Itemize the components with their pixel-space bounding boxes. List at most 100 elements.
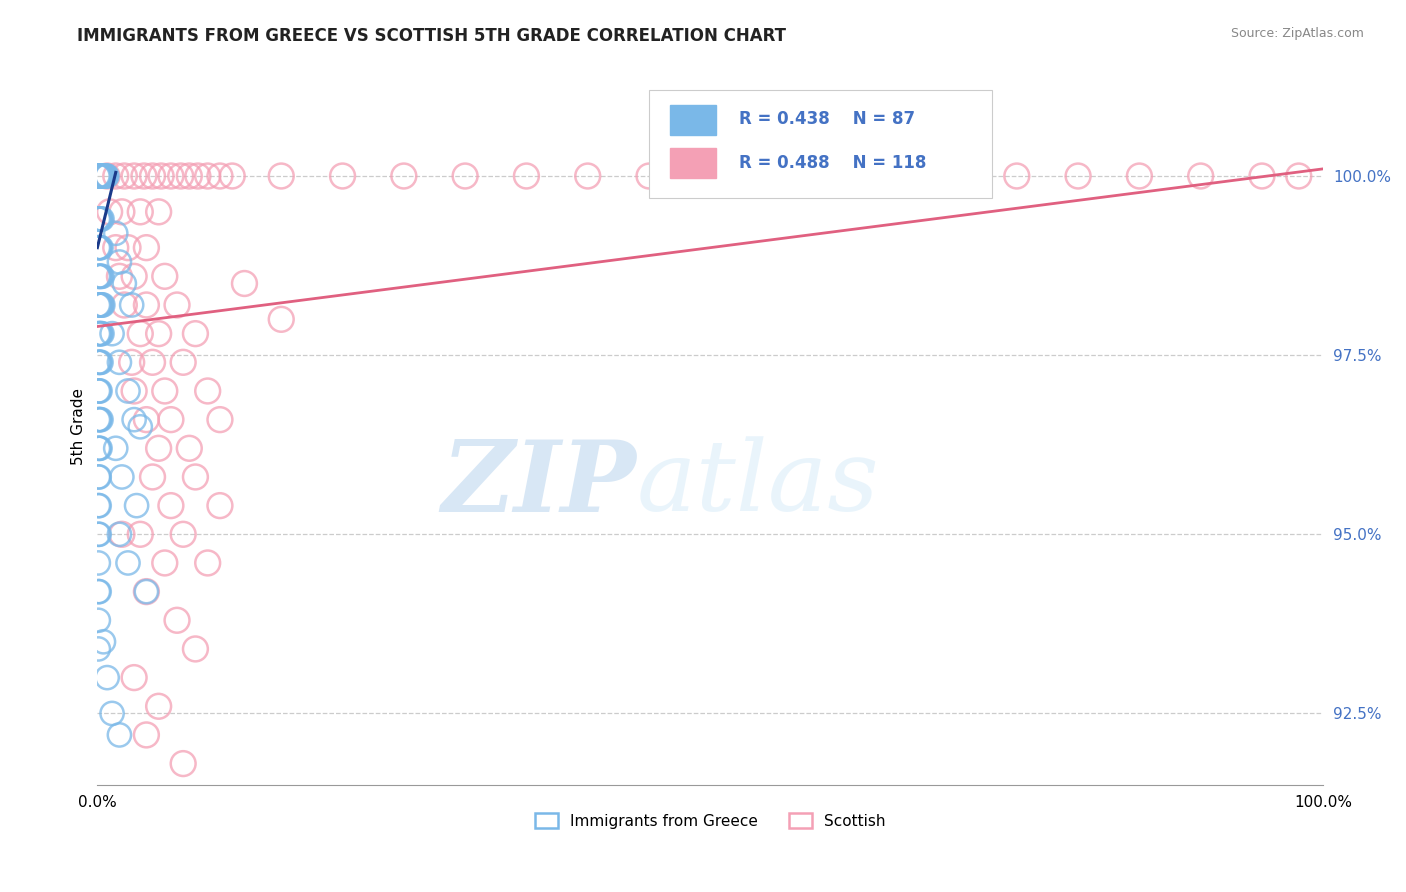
Point bbox=[87, 169, 110, 183]
Point bbox=[101, 326, 124, 341]
Point bbox=[87, 169, 110, 183]
Point bbox=[93, 169, 115, 183]
Point bbox=[197, 556, 219, 570]
Point bbox=[122, 169, 145, 183]
Point bbox=[108, 255, 131, 269]
Point bbox=[87, 212, 110, 227]
Point bbox=[270, 312, 292, 326]
Point bbox=[104, 169, 127, 183]
Point bbox=[576, 169, 599, 183]
Point bbox=[135, 412, 157, 426]
Point bbox=[153, 556, 176, 570]
Point bbox=[153, 384, 176, 398]
Point bbox=[90, 269, 112, 284]
Text: R = 0.488    N = 118: R = 0.488 N = 118 bbox=[738, 154, 927, 172]
Point bbox=[89, 527, 111, 541]
Point bbox=[104, 442, 127, 456]
Point bbox=[87, 470, 110, 484]
Point bbox=[129, 527, 152, 541]
Point bbox=[160, 412, 183, 426]
Point bbox=[101, 706, 124, 721]
Point bbox=[166, 613, 188, 627]
Bar bbox=[669, 148, 717, 178]
Point bbox=[89, 269, 111, 284]
Point bbox=[172, 756, 194, 771]
Point bbox=[121, 298, 143, 312]
Point bbox=[945, 169, 967, 183]
Point bbox=[87, 642, 110, 657]
Y-axis label: 5th Grade: 5th Grade bbox=[72, 388, 86, 466]
Point bbox=[170, 169, 193, 183]
Point bbox=[89, 269, 111, 284]
Point bbox=[87, 584, 110, 599]
Point bbox=[761, 169, 783, 183]
Point bbox=[87, 556, 110, 570]
Point bbox=[129, 419, 152, 434]
Point bbox=[89, 326, 111, 341]
Point bbox=[208, 499, 231, 513]
Point bbox=[1189, 169, 1212, 183]
Point bbox=[89, 412, 111, 426]
Point bbox=[179, 442, 201, 456]
Point bbox=[89, 355, 111, 369]
Point bbox=[1005, 169, 1028, 183]
Point bbox=[89, 241, 111, 255]
Point bbox=[135, 728, 157, 742]
Point bbox=[98, 204, 121, 219]
Point bbox=[233, 277, 256, 291]
Point bbox=[150, 169, 173, 183]
Point bbox=[87, 613, 110, 627]
Point bbox=[87, 384, 110, 398]
Point bbox=[172, 527, 194, 541]
Text: R = 0.438    N = 87: R = 0.438 N = 87 bbox=[738, 111, 915, 128]
Point bbox=[90, 355, 112, 369]
Point bbox=[93, 634, 115, 648]
Legend: Immigrants from Greece, Scottish: Immigrants from Greece, Scottish bbox=[529, 806, 891, 835]
Point bbox=[135, 241, 157, 255]
Text: Source: ZipAtlas.com: Source: ZipAtlas.com bbox=[1230, 27, 1364, 40]
Point bbox=[87, 412, 110, 426]
Point bbox=[89, 470, 111, 484]
Point bbox=[108, 355, 131, 369]
Point bbox=[117, 384, 139, 398]
Point bbox=[111, 470, 134, 484]
Point bbox=[883, 169, 905, 183]
Point bbox=[93, 169, 115, 183]
Point bbox=[129, 204, 152, 219]
Point bbox=[148, 326, 170, 341]
Point bbox=[89, 384, 111, 398]
Point bbox=[108, 269, 131, 284]
Point bbox=[89, 326, 111, 341]
Point bbox=[638, 169, 661, 183]
Point bbox=[91, 298, 114, 312]
Point bbox=[111, 527, 134, 541]
Point bbox=[90, 241, 112, 255]
Point bbox=[89, 169, 111, 183]
Point bbox=[91, 169, 114, 183]
Point bbox=[1128, 169, 1150, 183]
Point bbox=[141, 355, 163, 369]
Point bbox=[91, 326, 114, 341]
Point bbox=[179, 169, 201, 183]
Point bbox=[89, 212, 111, 227]
Point bbox=[1288, 169, 1310, 183]
Point bbox=[94, 169, 117, 183]
Point bbox=[172, 355, 194, 369]
Point bbox=[122, 384, 145, 398]
Point bbox=[91, 269, 114, 284]
Point bbox=[121, 355, 143, 369]
Point bbox=[141, 470, 163, 484]
Point bbox=[87, 269, 110, 284]
Point bbox=[160, 499, 183, 513]
Point bbox=[96, 169, 118, 183]
Point bbox=[132, 169, 155, 183]
Point bbox=[87, 326, 110, 341]
Text: ZIP: ZIP bbox=[441, 436, 637, 533]
Point bbox=[90, 412, 112, 426]
Point bbox=[135, 584, 157, 599]
Point bbox=[90, 298, 112, 312]
Point bbox=[454, 169, 477, 183]
Point bbox=[135, 298, 157, 312]
Point bbox=[90, 212, 112, 227]
Point bbox=[148, 442, 170, 456]
